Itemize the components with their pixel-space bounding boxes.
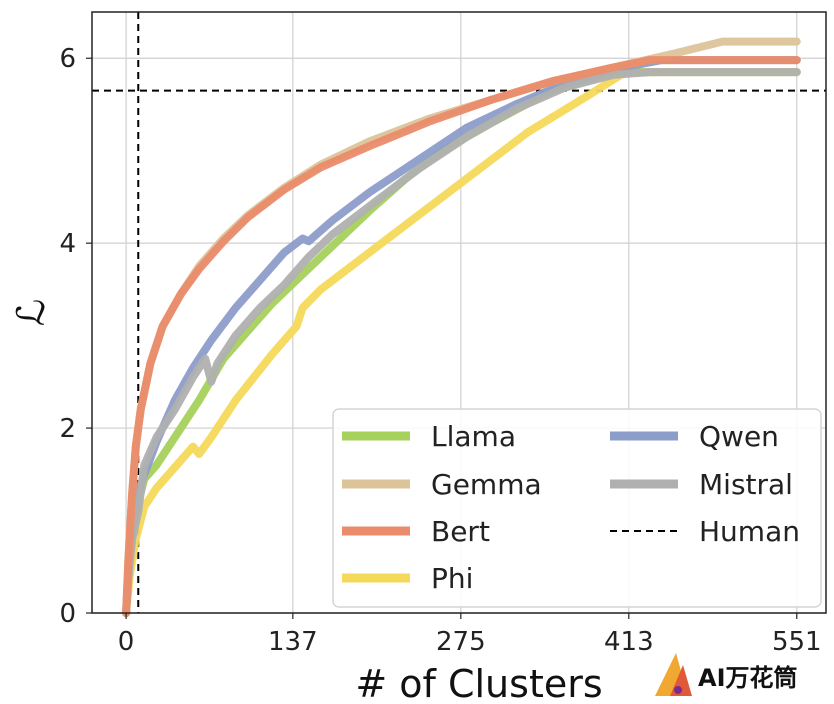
x-tick-label: 0: [118, 627, 135, 657]
legend-label-phi: Phi: [431, 562, 473, 595]
y-tick-label: 0: [59, 599, 76, 629]
legend: Llama Gemma Bert Phi Qwen Mistral Human: [332, 408, 822, 608]
watermark-text: AI万花筒: [698, 664, 798, 692]
x-axis-ticks: 0 137 275 413 551: [118, 613, 822, 657]
y-axis-label: ℒ: [9, 299, 53, 326]
legend-label-mistral: Mistral: [699, 468, 793, 501]
legend-label-bert: Bert: [431, 515, 490, 548]
legend-label-llama: Llama: [431, 420, 516, 453]
legend-box: [332, 408, 822, 608]
x-axis-label: # of Clusters: [355, 662, 602, 704]
y-axis-ticks: 0 2 4 6: [59, 44, 92, 629]
series-line-phi: [122, 68, 801, 617]
legend-label-gemma: Gemma: [431, 468, 542, 501]
y-tick-label: 6: [59, 44, 76, 74]
watermark: AI万花筒: [655, 653, 798, 696]
series-line-bert: [122, 56, 801, 617]
x-tick-label: 551: [772, 627, 822, 657]
plot-frame: [91, 11, 827, 614]
watermark-logo-dot: [674, 686, 682, 694]
y-tick-label: 2: [59, 414, 76, 444]
reference-lines: [92, 12, 826, 613]
legend-label-qwen: Qwen: [699, 420, 779, 453]
x-tick-label: 413: [604, 627, 654, 657]
x-tick-label: 275: [436, 627, 486, 657]
series-lines: [122, 37, 801, 617]
y-tick-label: 4: [59, 229, 76, 259]
legend-label-human: Human: [699, 515, 800, 548]
x-tick-label: 137: [268, 627, 318, 657]
series-line-mistral: [122, 68, 801, 617]
